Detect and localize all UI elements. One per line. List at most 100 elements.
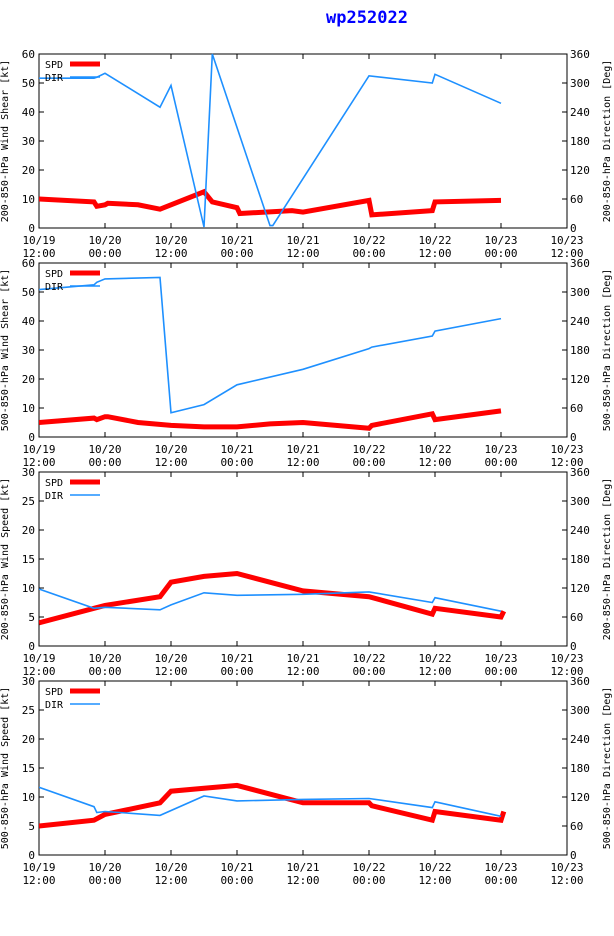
x-tick-label-time: 00:00 <box>484 247 517 260</box>
x-tick-label-date: 10/20 <box>88 443 121 456</box>
y-left-tick-label: 20 <box>22 373 35 386</box>
y-left-tick-label: 15 <box>22 762 35 775</box>
x-tick-label-date: 10/23 <box>550 234 583 247</box>
y-left-tick-label: 0 <box>28 431 35 444</box>
x-tick-label-date: 10/20 <box>154 861 187 874</box>
legend-label-spd: SPD <box>45 60 63 71</box>
x-tick-label-time: 00:00 <box>88 247 121 260</box>
y-right-tick-label: 120 <box>570 791 590 804</box>
y-left-tick-label: 0 <box>28 640 35 653</box>
y-left-axis-label: 200-850-hPa Wind Speed [kt] <box>0 478 11 641</box>
x-tick-label-time: 00:00 <box>484 456 517 469</box>
y-right-tick-label: 60 <box>570 193 583 206</box>
y-left-tick-label: 10 <box>22 193 35 206</box>
x-tick-label-time: 00:00 <box>352 247 385 260</box>
series-dir-line <box>39 588 502 612</box>
y-right-tick-label: 60 <box>570 820 583 833</box>
x-tick-label-time: 12:00 <box>418 456 451 469</box>
series-spd-line <box>39 570 507 626</box>
x-tick-label-time: 00:00 <box>352 874 385 887</box>
x-tick-label-time: 12:00 <box>22 665 55 678</box>
x-tick-label-time: 00:00 <box>352 456 385 469</box>
chart-panel-4: 05101520253006012018024030036010/1912:00… <box>0 675 613 887</box>
x-tick-label-time: 00:00 <box>220 456 253 469</box>
y-right-axis-label: 500-850-hPa Direction [Deg] <box>602 687 613 850</box>
y-right-tick-label: 300 <box>570 704 590 717</box>
y-left-tick-label: 40 <box>22 315 35 328</box>
x-tick-label-date: 10/20 <box>88 234 121 247</box>
series-dir-line <box>39 786 502 818</box>
x-tick-label-time: 12:00 <box>154 247 187 260</box>
x-tick-label-time: 00:00 <box>352 665 385 678</box>
x-tick-label-date: 10/22 <box>352 234 385 247</box>
y-right-tick-label: 300 <box>570 495 590 508</box>
x-tick-label-date: 10/23 <box>484 234 517 247</box>
y-right-tick-label: 120 <box>570 164 590 177</box>
x-tick-label-date: 10/21 <box>220 861 253 874</box>
y-right-tick-label: 360 <box>570 48 590 61</box>
legend-label-dir: DIR <box>45 491 64 502</box>
y-right-tick-label: 120 <box>570 373 590 386</box>
x-tick-label-time: 12:00 <box>550 874 583 887</box>
x-tick-label-date: 10/22 <box>352 652 385 665</box>
y-right-tick-label: 60 <box>570 611 583 624</box>
x-tick-label-time: 00:00 <box>88 874 121 887</box>
y-right-tick-label: 60 <box>570 402 583 415</box>
y-left-tick-label: 30 <box>22 466 35 479</box>
legend-label-spd: SPD <box>45 269 63 280</box>
y-right-tick-label: 240 <box>570 106 590 119</box>
x-tick-label-time: 00:00 <box>88 456 121 469</box>
x-tick-label-date: 10/23 <box>550 443 583 456</box>
x-tick-label-date: 10/22 <box>418 443 451 456</box>
x-tick-label-date: 10/21 <box>220 234 253 247</box>
x-tick-label-time: 12:00 <box>418 874 451 887</box>
x-tick-label-date: 10/21 <box>286 861 319 874</box>
y-left-tick-label: 20 <box>22 164 35 177</box>
x-tick-label-time: 12:00 <box>22 247 55 260</box>
series-spd-line <box>39 782 507 829</box>
y-left-tick-label: 5 <box>28 611 35 624</box>
y-left-tick-label: 25 <box>22 495 35 508</box>
chart-panel-1: 010203040506006012018024030036010/1912:0… <box>0 48 613 260</box>
y-right-tick-label: 300 <box>570 77 590 90</box>
y-right-tick-label: 180 <box>570 553 590 566</box>
x-tick-label-time: 12:00 <box>418 247 451 260</box>
y-left-tick-label: 60 <box>22 257 35 270</box>
x-tick-label-time: 00:00 <box>220 874 253 887</box>
chart-panel-3: 05101520253006012018024030036010/1912:00… <box>0 466 613 678</box>
x-tick-label-date: 10/20 <box>88 861 121 874</box>
x-tick-label-time: 00:00 <box>220 665 253 678</box>
chart-panel-2: 010203040506006012018024030036010/1912:0… <box>0 257 613 469</box>
x-tick-label-time: 12:00 <box>22 874 55 887</box>
x-tick-label-date: 10/23 <box>550 652 583 665</box>
y-right-tick-label: 360 <box>570 466 590 479</box>
y-left-tick-label: 10 <box>22 582 35 595</box>
x-tick-label-time: 12:00 <box>286 665 319 678</box>
page-title: wp252022 <box>326 8 408 28</box>
x-tick-label-time: 12:00 <box>550 247 583 260</box>
plot-frame <box>38 471 568 647</box>
x-tick-label-date: 10/19 <box>22 443 55 456</box>
legend-label-spd: SPD <box>45 478 63 489</box>
y-left-tick-label: 50 <box>22 286 35 299</box>
y-left-tick-label: 5 <box>28 820 35 833</box>
y-left-tick-label: 20 <box>22 524 35 537</box>
y-right-tick-label: 120 <box>570 582 590 595</box>
series-dir-line <box>39 276 502 414</box>
y-left-axis-label: 500-850-hPa Wind Shear [kt] <box>0 269 11 432</box>
x-tick-label-time: 12:00 <box>286 247 319 260</box>
y-left-tick-label: 0 <box>28 849 35 862</box>
x-tick-label-date: 10/20 <box>154 234 187 247</box>
legend-label-spd: SPD <box>45 687 63 698</box>
y-left-tick-label: 30 <box>22 675 35 688</box>
x-tick-label-time: 12:00 <box>286 456 319 469</box>
x-tick-label-date: 10/23 <box>484 861 517 874</box>
x-tick-label-time: 00:00 <box>484 874 517 887</box>
y-right-tick-label: 180 <box>570 344 590 357</box>
y-right-axis-label: 200-850-hPa Direction [Deg] <box>602 478 613 641</box>
y-left-tick-label: 50 <box>22 77 35 90</box>
y-right-axis-label: 500-850-hPa Direction [Deg] <box>602 269 613 432</box>
x-tick-label-date: 10/21 <box>220 443 253 456</box>
x-tick-label-time: 00:00 <box>484 665 517 678</box>
y-left-axis-label: 500-850-hPa Wind Speed [kt] <box>0 687 11 850</box>
